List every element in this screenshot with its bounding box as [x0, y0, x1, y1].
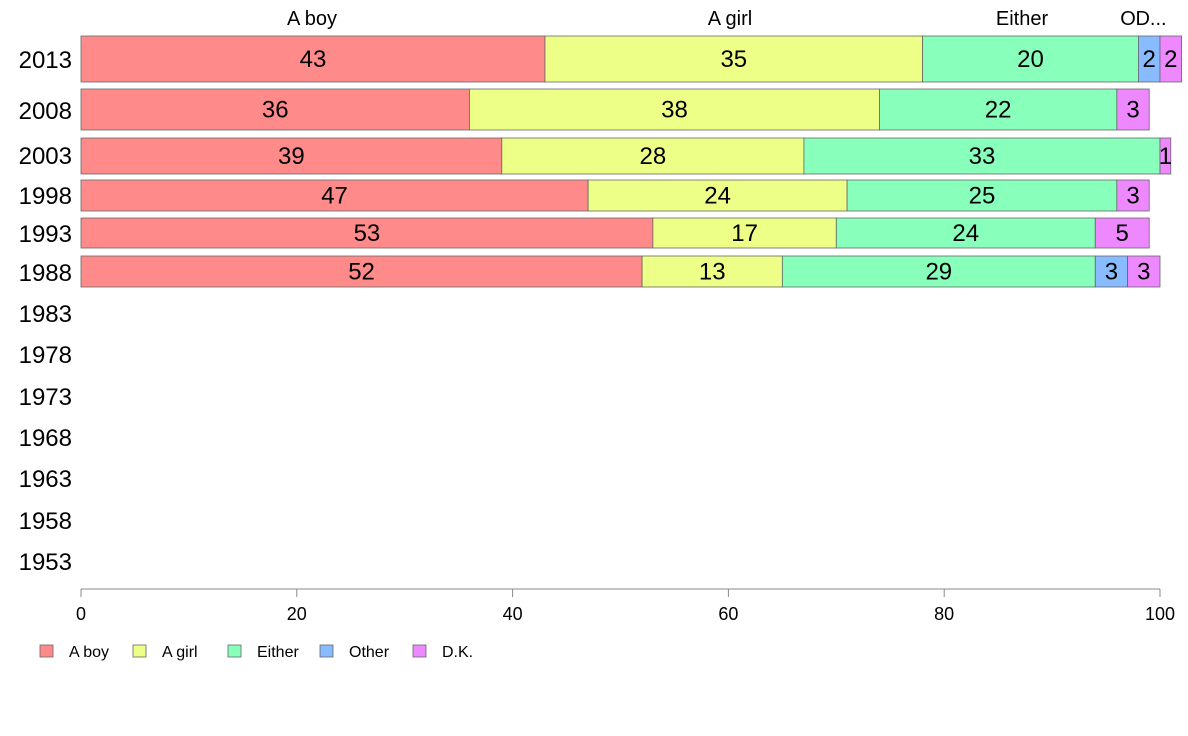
x-axis: 0 20 40 60 80 100	[76, 588, 1175, 624]
bar-1998-a-boy	[80, 179, 589, 212]
data-label-1998-a-girl: 24	[704, 183, 731, 210]
data-label-1988-either: 29	[925, 259, 952, 286]
y-label-1963: 1963	[19, 466, 72, 493]
bar-1993-d-k	[1094, 217, 1150, 249]
data-label-2003-either: 33	[969, 143, 996, 170]
data-label-2013-other: 2	[1143, 46, 1156, 73]
bar-2008-a-girl	[469, 88, 880, 131]
data-label-1998-d-k: 3	[1126, 183, 1139, 210]
data-label-2003-a-girl: 28	[640, 143, 667, 170]
legend-label-d-k: D.K.	[442, 644, 473, 661]
data-label-1993-either: 24	[952, 220, 979, 247]
y-label-1983: 1983	[19, 301, 72, 328]
bar-1988-d-k	[1127, 255, 1161, 288]
data-label-2013-a-girl: 35	[720, 46, 747, 73]
data-label-1993-a-girl: 17	[731, 220, 758, 247]
bar-2003-a-girl	[501, 137, 805, 175]
data-label-1998-a-boy: 47	[321, 183, 348, 210]
bar-1998-either	[846, 179, 1118, 212]
bar-2008-either	[879, 88, 1118, 131]
y-label-2013: 2013	[19, 47, 72, 74]
y-axis-labels: 2013 2008 2003 1998 1993 1988 1983 1978 1973 1968…	[19, 47, 72, 576]
bar-2013-either	[922, 35, 1139, 83]
x-tick-label-60: 60	[718, 604, 738, 624]
legend-label-a-girl: A girl	[162, 644, 198, 661]
data-label-1988-other: 3	[1105, 259, 1118, 286]
data-label-1998-either: 25	[969, 183, 996, 210]
bar-2013-a-girl	[544, 35, 924, 83]
y-label-1958: 1958	[19, 508, 72, 535]
legend: A boy A girl Either Other D.K.	[39, 644, 473, 661]
x-tick-label-0: 0	[76, 604, 86, 624]
data-label-1993-d-k: 5	[1116, 220, 1129, 247]
column-header-2: A girl	[708, 8, 752, 30]
column-header-5: D...	[1135, 8, 1166, 30]
bar-2003-a-boy	[80, 137, 503, 175]
data-label-2013-either: 20	[1017, 46, 1044, 73]
bar-1998-a-girl	[587, 179, 848, 212]
y-label-2008: 2008	[19, 98, 72, 125]
data-label-1988-a-boy: 52	[348, 259, 375, 286]
bar-2008-a-boy	[80, 88, 470, 131]
data-label-2013-a-boy: 43	[300, 46, 327, 73]
y-label-1953: 1953	[19, 549, 72, 576]
column-header-3: Either	[996, 8, 1049, 30]
column-header-1: A boy	[287, 8, 337, 30]
data-label-2003-a-boy: 39	[278, 143, 305, 170]
bar-1998-d-k	[1116, 179, 1150, 212]
bar-2008-d-k	[1116, 88, 1150, 131]
bar-1988-either	[781, 255, 1096, 288]
bar-1988-other	[1094, 255, 1129, 288]
data-label-2008-a-girl: 38	[661, 97, 688, 124]
data-label-2013-d-k: 2	[1164, 46, 1177, 73]
y-label-1968: 1968	[19, 425, 72, 452]
y-label-1973: 1973	[19, 384, 72, 411]
legend-swatch-other	[319, 644, 334, 658]
bar-1993-a-boy	[80, 217, 654, 249]
y-label-1988: 1988	[19, 260, 72, 287]
bars: 43 35 20 2 236 38 22 339 28 33 147 24 25 353 17 24 552 13…	[80, 35, 1182, 288]
x-tick-label-40: 40	[503, 604, 523, 624]
legend-swatch-a-boy	[39, 644, 54, 658]
data-label-2003-d-k: 1	[1159, 143, 1172, 170]
legend-label-a-boy: A boy	[69, 644, 109, 661]
bar-2013-a-boy	[80, 35, 546, 83]
bar-1993-either	[835, 217, 1096, 249]
bar-2003-d-k	[1159, 137, 1172, 175]
x-tick-label-80: 80	[934, 604, 954, 624]
data-label-2008-either: 22	[985, 97, 1012, 124]
legend-swatch-a-girl	[132, 644, 147, 658]
data-label-1988-d-k: 3	[1137, 259, 1150, 286]
data-label-1993-a-boy: 53	[354, 220, 381, 247]
legend-label-either: Either	[257, 644, 299, 661]
column-header-4: O	[1120, 8, 1136, 30]
bar-1988-a-boy	[80, 255, 643, 288]
legend-label-other: Other	[349, 644, 390, 661]
data-label-2008-a-boy: 36	[262, 97, 289, 124]
x-tick-label-100: 100	[1145, 604, 1175, 624]
y-label-1993: 1993	[19, 221, 72, 248]
bar-1993-a-girl	[652, 217, 837, 249]
bar-2003-either	[803, 137, 1161, 175]
y-label-1998: 1998	[19, 183, 72, 210]
y-label-1978: 1978	[19, 342, 72, 369]
y-label-2003: 2003	[19, 143, 72, 170]
legend-swatch-either	[227, 644, 242, 658]
x-tick-label-20: 20	[287, 604, 307, 624]
legend-swatch-d-k	[412, 644, 427, 658]
data-label-1988-a-girl: 13	[699, 259, 726, 286]
data-label-2008-d-k: 3	[1126, 97, 1139, 124]
bar-2013-d-k	[1159, 35, 1182, 83]
column-headers: A boy A girl Either O D...	[287, 8, 1167, 30]
